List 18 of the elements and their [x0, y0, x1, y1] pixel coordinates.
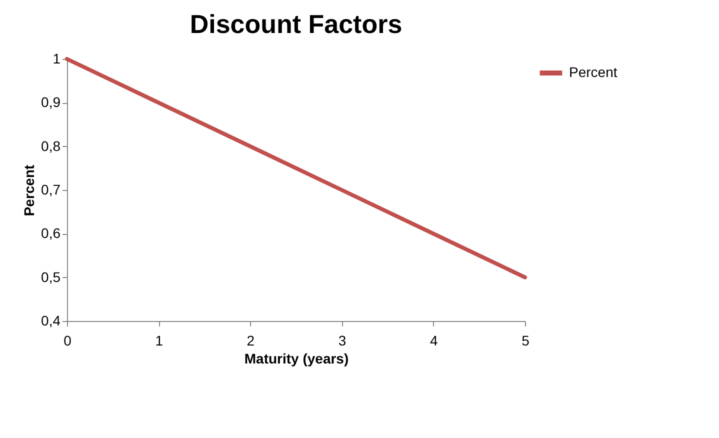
x-axis-title: Maturity (years) [244, 350, 349, 366]
x-tick-label: 2 [246, 332, 255, 348]
x-tick-label: 3 [338, 332, 346, 348]
y-tick-label: 1 [52, 50, 61, 66]
y-tick-label: 0,5 [41, 268, 61, 285]
y-tick-label: 0,7 [41, 182, 61, 198]
y-tick-label: 0,6 [41, 225, 61, 242]
x-tick-label: 4 [430, 332, 438, 348]
legend-label: Percent [569, 64, 618, 80]
x-tick-label: 5 [522, 332, 530, 348]
chart-title: Discount Factors [190, 9, 402, 39]
x-tick-label: 0 [64, 332, 72, 348]
x-tick-label: 1 [155, 332, 164, 348]
y-axis-title: Percent [21, 164, 38, 216]
y-tick-label: 0,9 [41, 94, 61, 110]
y-tick-label: 0,8 [41, 138, 61, 154]
line-series [65, 57, 527, 280]
y-tick-label: 0,4 [41, 312, 61, 328]
